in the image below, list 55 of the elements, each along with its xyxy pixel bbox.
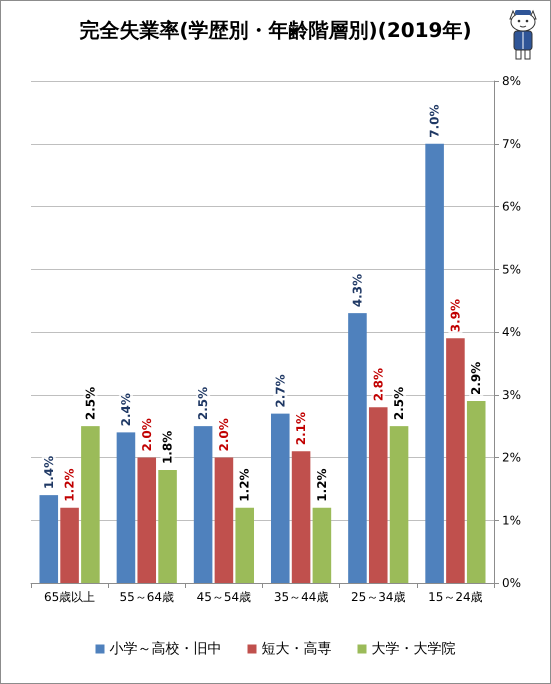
bar (466, 401, 486, 583)
y-tick-label: 0% (502, 576, 522, 590)
data-label: 2.1% (294, 412, 308, 446)
bar (348, 313, 367, 583)
data-label: 3.9% (448, 298, 462, 332)
bar (292, 451, 310, 583)
y-tick-label: 7% (502, 136, 522, 151)
bar (137, 458, 156, 583)
y-tick-label: 6% (502, 200, 522, 214)
bar (158, 470, 177, 583)
data-label: 2.9% (469, 362, 484, 396)
bar (390, 426, 408, 583)
bar (81, 426, 100, 583)
y-tick-label: 3% (502, 388, 522, 402)
bar (116, 432, 136, 583)
bar (235, 508, 254, 583)
data-label: 1.2% (62, 468, 77, 502)
chart-title: 完全失業率(学歴別・年齢階層別)(2019年) (79, 18, 472, 42)
bar (270, 414, 290, 583)
bar (312, 508, 332, 583)
bar (425, 144, 444, 583)
x-tick-label: 35～44歳 (274, 590, 328, 604)
bar (446, 338, 465, 583)
y-tick-label: 2% (502, 450, 522, 464)
y-tick-label: 1% (502, 513, 522, 528)
y-tick-label: 8% (502, 74, 522, 88)
data-label: 2.8% (371, 368, 386, 402)
data-label: 2.4% (118, 393, 133, 426)
legend-label: 小学～高校・旧中 (110, 641, 222, 657)
y-tick-label: 4% (502, 325, 522, 339)
x-tick-label: 45～54歳 (196, 590, 252, 604)
data-label: 2.5% (392, 386, 406, 420)
data-label: 1.4% (42, 456, 56, 490)
bar (194, 426, 212, 583)
legend-label: 短大・高専 (262, 641, 332, 657)
x-tick-label: 25～34歳 (350, 590, 406, 604)
data-label: 2.7% (273, 374, 288, 408)
data-label: 2.5% (196, 386, 210, 420)
legend-label: 大学・大学院 (372, 641, 456, 657)
data-label: 2.5% (83, 386, 98, 420)
data-label: 7.0% (428, 104, 442, 138)
x-tick-label: 65歳以上 (44, 590, 96, 604)
bar (368, 407, 388, 583)
data-label: 1.8% (160, 430, 175, 464)
data-label: 2.0% (140, 418, 154, 452)
bar (214, 458, 234, 583)
x-tick-label: 55～64歳 (119, 590, 174, 604)
bar (39, 495, 58, 583)
bar (60, 508, 79, 583)
data-label: 2.0% (216, 418, 231, 452)
data-label: 4.3% (350, 274, 364, 308)
y-tick-label: 5% (502, 262, 522, 276)
data-label: 1.2% (314, 468, 329, 502)
x-tick-label: 15～24歳 (428, 590, 483, 604)
data-label: 1.2% (238, 468, 252, 502)
